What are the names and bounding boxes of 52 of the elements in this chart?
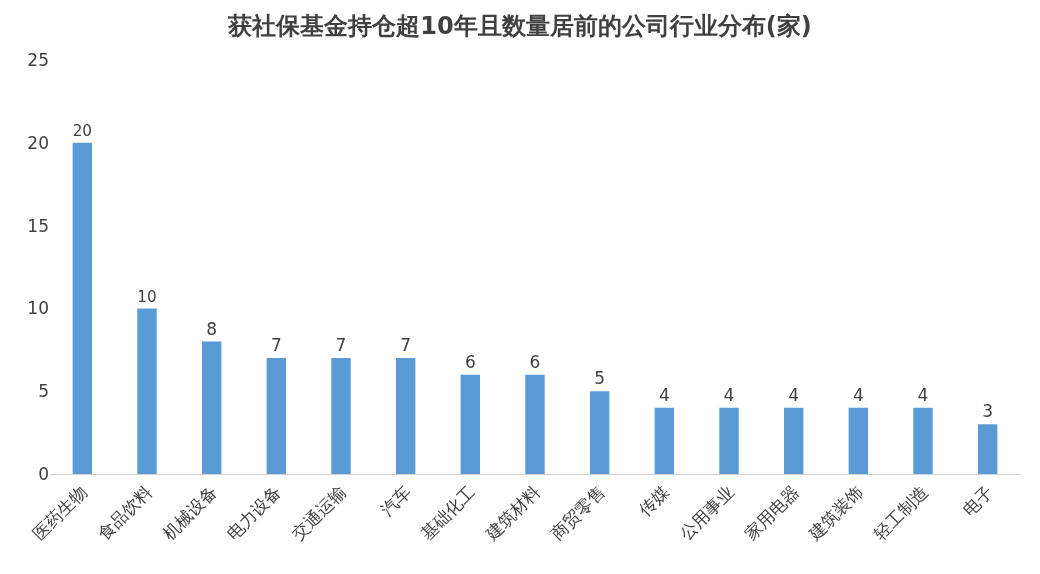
x-tick-label: 交通运输 bbox=[287, 481, 350, 544]
y-tick-label: 5 bbox=[38, 381, 49, 402]
bar bbox=[783, 407, 804, 474]
bar bbox=[72, 142, 93, 474]
x-tick-label: 轻工制造 bbox=[869, 481, 932, 544]
x-tick-label: 汽车 bbox=[376, 481, 415, 520]
bar bbox=[977, 424, 998, 474]
y-tick-label: 15 bbox=[27, 215, 49, 236]
data-label: 10 bbox=[137, 287, 157, 306]
x-tick-label: 电子 bbox=[958, 481, 997, 520]
data-label: 7 bbox=[335, 335, 347, 356]
data-label: 7 bbox=[270, 335, 282, 356]
bar bbox=[395, 358, 416, 474]
x-tick-label: 电力设备 bbox=[222, 481, 286, 544]
x-tick-label: 公用事业 bbox=[675, 481, 738, 544]
y-tick-label: 20 bbox=[27, 132, 49, 153]
data-label: 6 bbox=[464, 351, 476, 372]
data-label: 5 bbox=[594, 368, 606, 389]
bar bbox=[913, 407, 933, 474]
bar bbox=[719, 407, 739, 474]
chart-title: 获社保基金持仓超10年且数量居前的公司行业分布(家) bbox=[227, 12, 812, 41]
bar bbox=[848, 407, 869, 474]
data-label: 20 bbox=[72, 122, 93, 141]
data-label: 4 bbox=[658, 384, 670, 405]
bar bbox=[331, 358, 351, 474]
data-label: 4 bbox=[788, 384, 800, 405]
x-tick-label: 基础化工 bbox=[416, 481, 480, 544]
bar bbox=[654, 407, 675, 474]
x-tick-label: 建筑材料 bbox=[480, 481, 544, 545]
bar bbox=[525, 374, 545, 474]
bar bbox=[201, 341, 222, 474]
y-tick-label: 0 bbox=[38, 463, 49, 484]
x-tick-label: 机械设备 bbox=[158, 481, 221, 544]
x-tick-label: 食品饮料 bbox=[93, 481, 156, 544]
x-tick-label: 传媒 bbox=[634, 481, 674, 520]
x-tick-label: 家用电器 bbox=[740, 481, 803, 544]
bar bbox=[266, 358, 287, 474]
x-tick-label: 商贸零售 bbox=[546, 481, 609, 544]
data-label: 3 bbox=[982, 401, 994, 422]
data-label: 4 bbox=[917, 384, 929, 405]
data-label: 7 bbox=[400, 335, 412, 356]
data-label: 8 bbox=[206, 318, 218, 339]
data-label: 4 bbox=[723, 384, 735, 405]
x-tick-label: 建筑装饰 bbox=[804, 481, 868, 545]
data-label: 6 bbox=[529, 351, 541, 372]
y-tick-label: 10 bbox=[27, 298, 49, 319]
bar bbox=[460, 374, 481, 474]
y-tick-label: 25 bbox=[27, 49, 49, 70]
x-tick-label: 医药生物 bbox=[28, 481, 92, 544]
bar bbox=[589, 391, 610, 474]
bar bbox=[137, 308, 157, 474]
data-label: 4 bbox=[852, 384, 864, 405]
